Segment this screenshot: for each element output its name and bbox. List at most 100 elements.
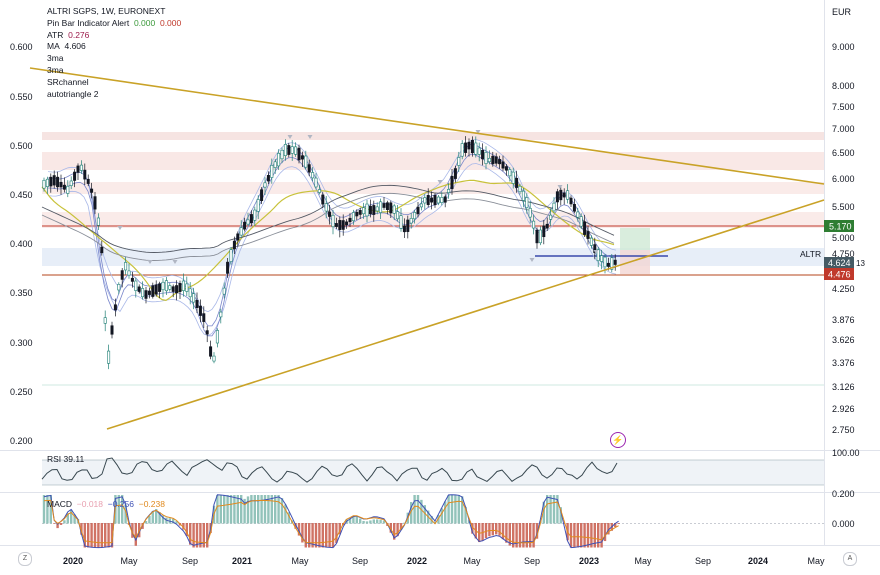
triangle-upper-line[interactable]: [29, 67, 825, 185]
candle-body: [215, 330, 219, 344]
ma-value: 4.606: [64, 41, 86, 52]
atr-legend[interactable]: ATR 0.276: [47, 30, 181, 42]
candle-body: [212, 355, 216, 362]
pinbar-marker: [437, 180, 443, 184]
candle-body: [96, 217, 100, 226]
macd-bar: [49, 495, 52, 524]
candle-body: [375, 206, 379, 212]
right-axis-label: 3.626: [832, 335, 855, 345]
target-zone: [620, 228, 650, 250]
macd-bar: [182, 523, 185, 530]
macd-value-3: −0.238: [138, 499, 165, 509]
left-axis-label: 0.300: [10, 338, 33, 348]
candle-body: [559, 189, 563, 201]
right-price-axis[interactable]: 9.000 8.000 7.500 7.000 6.500 6.000 5.500 5.000…: [832, 42, 855, 435]
macd-bar: [420, 499, 423, 524]
candle-body: [205, 330, 209, 335]
macd-bar: [593, 523, 596, 548]
macd-legend[interactable]: MACD −0.018 −0.256 −0.238: [47, 499, 165, 509]
candle-body: [266, 175, 270, 182]
left-axis-label: 0.350: [10, 288, 33, 298]
macd-bar: [600, 523, 603, 548]
candle-body: [188, 288, 192, 298]
candle-body: [600, 255, 604, 262]
macd-bar: [131, 523, 134, 538]
macd-bar: [488, 523, 491, 537]
candle-body: [117, 284, 121, 291]
macd-bar: [607, 523, 610, 535]
sr-zone: [42, 212, 824, 228]
macd-bar: [603, 523, 607, 542]
ma-line: [41, 192, 615, 261]
candle-body: [209, 346, 213, 357]
ma3-legend-b[interactable]: 3ma: [47, 64, 64, 75]
macd-bar: [277, 495, 280, 524]
candle-body: [273, 161, 277, 168]
macd-bar: [440, 508, 443, 524]
ma-legend[interactable]: MA 4.606: [47, 41, 181, 53]
pinbar-legend[interactable]: Pin Bar Indicator Alert 0.000 0.000: [47, 18, 181, 30]
candle-body: [491, 155, 495, 165]
candle-body: [168, 285, 172, 290]
macd-signal-line[interactable]: [43, 499, 619, 544]
macd-bar: [495, 523, 498, 535]
zoom-button[interactable]: Z: [18, 552, 32, 566]
pinbar-marker: [557, 185, 563, 189]
time-axis-label: Sep: [182, 556, 198, 566]
macd-bar: [586, 523, 590, 548]
macd-bar: [246, 496, 250, 524]
macd-bar: [117, 495, 120, 524]
candle-body: [552, 202, 556, 212]
right-axis-label: 4.250: [832, 284, 855, 294]
macd-bar: [257, 495, 260, 524]
rsi-legend[interactable]: RSI 39.11: [47, 454, 84, 464]
macd-bar: [457, 495, 460, 524]
triangle-lower-line[interactable]: [106, 199, 825, 430]
ma-line: [47, 153, 617, 337]
candle-body: [562, 192, 566, 198]
macd-bar: [318, 523, 321, 548]
macd-bar: [535, 523, 539, 539]
macd-bar: [563, 523, 566, 525]
sr-zone: [42, 132, 824, 140]
symbol-title[interactable]: ALTRI SGPS, 1W, EURONEXT: [47, 6, 166, 16]
macd-bar: [192, 523, 195, 548]
auto-scale-button[interactable]: A: [843, 552, 857, 566]
macd-bar: [59, 523, 63, 525]
macd-bar: [158, 512, 161, 524]
candle-body: [86, 178, 90, 184]
time-axis-label: 2022: [407, 556, 427, 566]
candle-body: [280, 149, 284, 160]
candle-body: [69, 180, 73, 186]
candle-body: [130, 277, 134, 282]
time-axis[interactable]: 2020 May Sep 2021 May Sep 2022 May Sep 2023 May Sep…: [63, 556, 825, 566]
macd-bar: [284, 504, 287, 524]
ma-line: [47, 143, 617, 327]
macd-bar: [365, 521, 369, 524]
macd-bar: [223, 495, 226, 524]
time-axis-label: May: [634, 556, 652, 566]
srchannel-legend[interactable]: SRchannel: [47, 76, 89, 87]
time-axis-label: Sep: [695, 556, 711, 566]
rsi-line[interactable]: [41, 457, 618, 483]
candle-body: [141, 288, 145, 298]
macd-histogram[interactable]: [42, 495, 620, 548]
candle-body: [464, 142, 468, 153]
left-price-axis[interactable]: 0.600 0.550 0.500 0.450 0.400 0.350 0.300 0.250…: [10, 42, 33, 446]
macd-bar: [542, 501, 545, 524]
candlesticks[interactable]: [42, 130, 617, 370]
macd-bar: [308, 523, 311, 548]
candle-body: [52, 175, 56, 186]
autotriangle-legend[interactable]: autotriangle 2: [47, 88, 99, 99]
macd-bar: [410, 502, 413, 524]
left-axis-label: 0.200: [10, 436, 33, 446]
macd-bar: [583, 523, 586, 548]
time-axis-label: May: [807, 556, 825, 566]
macd-bar: [73, 514, 76, 524]
ma3-legend-a[interactable]: 3ma: [47, 53, 64, 64]
lightning-icon[interactable]: ⚡: [610, 432, 626, 448]
candle-body: [202, 313, 206, 322]
candle-body: [260, 189, 264, 202]
candle-body: [583, 221, 587, 235]
